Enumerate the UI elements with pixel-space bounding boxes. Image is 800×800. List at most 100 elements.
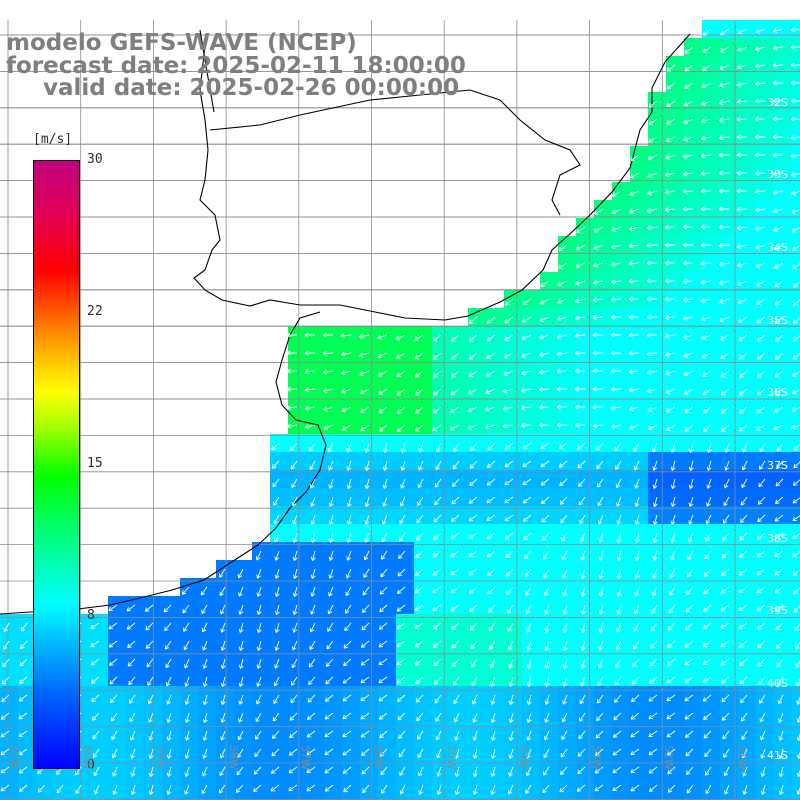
wind-arrow [522,514,532,522]
wind-arrow [452,460,460,470]
wind-arrow [310,604,316,615]
wind-arrow [666,730,676,738]
wind-speed-cell [684,110,703,129]
wind-speed-cell [0,776,19,795]
wind-arrow [700,224,712,230]
wind-arrow [128,694,136,704]
wind-arrow [108,640,118,648]
wind-arrow [274,532,280,543]
wind-speed-cell [432,398,451,417]
wind-arrow [112,784,118,795]
wind-arrow [324,748,334,756]
wind-speed-cell [288,398,307,417]
wind-arrow [202,766,208,777]
wind-arrow [521,334,532,341]
wind-arrow [667,640,676,649]
wind-arrow [790,98,800,104]
wind-speed-cell [378,344,397,363]
wind-arrow [362,586,370,596]
wind-arrow [647,406,658,412]
wind-arrow [628,350,640,356]
wind-arrow [526,640,532,651]
wind-arrow [396,424,406,432]
wind-speed-cell [468,488,487,507]
wind-speed-cell [540,434,559,453]
wind-arrow [415,694,424,703]
wind-arrow [382,442,388,453]
wind-arrow [574,386,586,392]
wind-arrow [525,604,532,615]
wind-arrow [504,298,514,306]
wind-speed-cell [612,704,631,723]
wind-arrow [273,694,280,704]
wind-speed-cell [396,416,415,435]
wind-speed-cell [90,614,109,633]
wind-speed-cell [774,92,793,111]
wind-speed-cell [432,794,451,800]
wind-arrow [470,640,478,650]
wind-arrow [592,332,604,338]
wind-speed-cell [18,776,37,795]
wind-speed-cell [792,416,800,435]
wind-speed-cell [558,272,577,291]
wind-arrow [508,712,514,723]
wind-speed-cell [324,326,343,345]
wind-arrow [738,316,748,323]
wind-arrow [487,442,496,451]
wind-arrow [432,604,442,612]
wind-arrow [670,478,676,489]
wind-speed-cell [738,398,757,417]
estuary-line [289,311,321,336]
wind-arrow [664,278,676,284]
wind-arrow [739,676,748,685]
wind-arrow [647,172,658,178]
wind-speed-cell [720,560,739,579]
wind-speed-cell [108,794,127,800]
wind-arrow [652,496,658,507]
wind-speed-cell [666,254,685,273]
wind-speed-field [0,20,800,800]
wind-speed-cell [486,794,505,800]
wind-arrow [648,136,658,143]
wind-speed-cell [468,542,487,561]
wind-arrow [520,387,532,393]
wind-arrow [304,387,316,393]
wind-speed-cell [630,722,649,741]
wind-arrow [432,550,442,558]
wind-arrow [631,694,640,703]
wind-arrow [525,784,532,794]
wind-arrow [646,296,658,302]
wind-speed-cell [648,128,667,147]
wind-speed-cell [306,704,325,723]
wind-speed-cell [648,218,667,237]
wind-speed-cell [738,236,757,255]
wind-speed-cell [432,380,451,399]
wind-arrow [593,244,604,250]
wind-arrow [328,550,334,561]
wind-speed-cell [738,56,757,75]
wind-arrow [596,460,604,470]
wind-arrow [580,622,586,633]
wind-arrow [487,586,496,595]
wind-arrow [434,694,442,704]
wind-arrow [364,478,370,489]
wind-arrow [360,658,370,666]
wind-arrow [796,786,800,795]
wind-arrow [594,766,604,774]
wind-arrow [345,568,352,579]
wind-arrow [759,442,766,453]
wind-arrow [740,496,748,506]
wind-speed-cell [612,308,631,327]
wind-speed-cell [414,362,433,381]
wind-arrow [574,368,586,374]
wind-arrow [18,694,28,702]
wind-arrow [628,243,640,249]
wind-arrow [754,170,766,176]
wind-arrow [218,784,226,794]
wind-arrow [778,748,784,759]
wind-arrow [666,82,676,90]
wind-arrow [652,478,658,489]
wind-speed-cell [432,416,451,435]
wind-arrow [544,658,550,669]
wind-speed-cell [270,758,289,777]
